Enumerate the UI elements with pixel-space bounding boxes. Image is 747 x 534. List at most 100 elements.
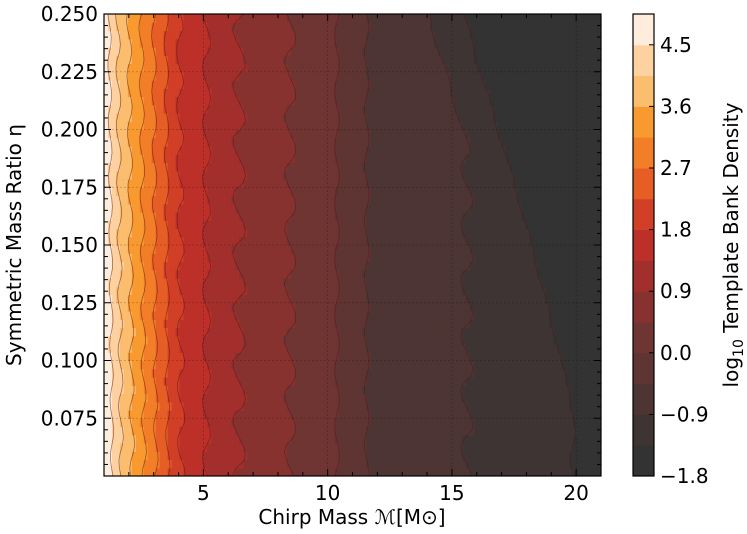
heatmap-cell	[302, 261, 308, 271]
heatmap-cell	[342, 195, 348, 205]
heatmap-cell	[370, 146, 375, 155]
heatmap-cell	[430, 96, 435, 106]
heatmap-cell	[290, 137, 296, 147]
heatmap-cell	[127, 410, 133, 419]
heatmap-cell	[207, 137, 212, 147]
heatmap-cell	[135, 88, 141, 98]
heatmap-cell	[104, 80, 109, 89]
heatmap-cell	[434, 195, 439, 205]
heatmap-cell	[131, 327, 137, 337]
heatmap-cell	[227, 401, 232, 411]
heatmap-cell	[453, 269, 459, 279]
heatmap-cell	[243, 187, 248, 197]
heatmap-cell	[286, 220, 292, 230]
heatmap-cell	[326, 104, 332, 114]
heatmap-cell	[370, 335, 375, 345]
heatmap-cell	[282, 311, 288, 320]
heatmap-cell	[394, 154, 399, 164]
heatmap-cell	[338, 179, 344, 188]
heatmap-cell	[326, 22, 332, 32]
heatmap-cell	[131, 129, 137, 139]
heatmap-cell	[298, 80, 304, 89]
heatmap-cell	[282, 327, 288, 337]
heatmap-cell	[326, 113, 332, 122]
heatmap-cell	[306, 344, 312, 353]
heatmap-cell	[406, 22, 411, 32]
heatmap-cell	[255, 393, 260, 403]
heatmap-cell	[358, 434, 364, 444]
heatmap-cell	[394, 236, 399, 246]
heatmap-cell	[342, 71, 348, 81]
heatmap-cell	[422, 253, 427, 263]
heatmap-cell	[430, 286, 435, 296]
heatmap-cell	[199, 327, 204, 337]
heatmap-cell	[354, 162, 360, 172]
heatmap-cell	[294, 14, 300, 23]
heatmap-cell	[167, 137, 173, 147]
heatmap-cell	[207, 426, 212, 436]
heatmap-cell	[274, 294, 280, 304]
heatmap-cell	[187, 137, 193, 147]
heatmap-cell	[187, 203, 193, 213]
heatmap-cell	[342, 162, 348, 172]
heatmap-cell	[394, 137, 399, 147]
heatmap-cell	[338, 302, 344, 312]
heatmap-cell	[191, 368, 197, 378]
heatmap-cell	[410, 245, 415, 254]
heatmap-cell	[310, 228, 316, 238]
heatmap-cell	[342, 368, 348, 378]
heatmap-cell	[402, 203, 407, 213]
heatmap-cell	[338, 113, 344, 122]
heatmap-cell	[135, 121, 141, 131]
heatmap-cell	[406, 162, 411, 172]
heatmap-cell	[163, 294, 169, 304]
heatmap-cell	[414, 129, 419, 139]
heatmap-cell	[119, 88, 125, 98]
heatmap-cell	[223, 311, 228, 320]
heatmap-cell	[274, 212, 280, 221]
heatmap-cell	[207, 294, 212, 304]
heatmap-cell	[290, 146, 296, 155]
heatmap-cell	[434, 319, 439, 329]
heatmap-cell	[247, 410, 252, 419]
heatmap-cell	[334, 261, 340, 271]
heatmap-cell	[127, 319, 133, 329]
heatmap-cell	[223, 401, 228, 411]
heatmap-cell	[386, 203, 391, 213]
heatmap-cell	[191, 55, 197, 65]
heatmap-cell	[135, 278, 141, 287]
heatmap-cell	[195, 245, 201, 254]
heatmap-cell	[290, 113, 296, 122]
heatmap-cell	[406, 30, 411, 40]
heatmap-cell	[115, 96, 121, 106]
heatmap-cell	[422, 344, 427, 353]
heatmap-cell	[203, 203, 208, 213]
heatmap-cell	[402, 146, 407, 155]
heatmap-cell	[449, 286, 455, 296]
heatmap-cell	[302, 220, 308, 230]
heatmap-cell	[179, 220, 185, 230]
heatmap-cell	[115, 335, 121, 345]
heatmap-cell	[382, 418, 387, 428]
heatmap-cell	[274, 352, 280, 362]
heatmap-cell	[302, 195, 308, 205]
heatmap-cell	[437, 311, 443, 320]
heatmap-cell	[338, 88, 344, 98]
heatmap-cell	[294, 261, 300, 271]
heatmap-cell	[398, 434, 403, 444]
heatmap-cell	[445, 80, 451, 89]
heatmap-cell	[414, 154, 419, 164]
heatmap-cell	[104, 302, 109, 312]
heatmap-cell	[255, 55, 260, 65]
heatmap-cell	[139, 30, 145, 40]
heatmap-cell	[243, 426, 248, 436]
heatmap-cell	[104, 434, 109, 444]
heatmap-cell	[131, 352, 137, 362]
heatmap-cell	[278, 179, 284, 188]
heatmap-cell	[441, 71, 447, 81]
heatmap-cell	[362, 96, 368, 106]
heatmap-cell	[398, 377, 403, 386]
heatmap-cell	[358, 385, 364, 395]
heatmap-cell	[338, 344, 344, 353]
heatmap-cell	[290, 327, 296, 337]
